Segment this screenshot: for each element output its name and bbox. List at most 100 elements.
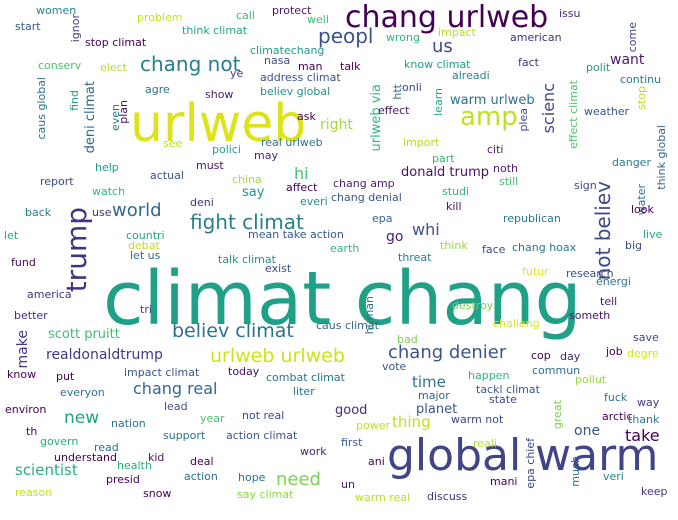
- cloud-word: chang urlweb: [345, 0, 549, 35]
- cloud-word: know: [7, 368, 37, 381]
- cloud-word: effect climat: [567, 80, 580, 149]
- cloud-word: sign: [574, 179, 597, 192]
- cloud-word: scott pruitt: [48, 327, 120, 342]
- cloud-word: understand: [54, 451, 117, 464]
- cloud-word: report: [40, 175, 74, 188]
- cloud-word: chang hoax: [512, 241, 577, 254]
- cloud-word: energi: [596, 275, 631, 288]
- cloud-word: polici: [212, 143, 241, 156]
- cloud-word: ignor: [69, 14, 82, 43]
- cloud-word: time: [412, 373, 446, 391]
- cloud-word: one: [574, 423, 601, 439]
- cloud-word: exist: [265, 262, 292, 275]
- cloud-word: affect: [286, 181, 318, 194]
- cloud-word: nasa: [264, 54, 291, 67]
- cloud-word: urlweb: [130, 94, 307, 154]
- cloud-word: read: [94, 441, 119, 454]
- cloud-word: climat chang: [103, 256, 582, 342]
- cloud-word: republican: [503, 212, 561, 225]
- cloud-word: urlweb via: [369, 84, 384, 152]
- cloud-word: not believ: [591, 181, 615, 281]
- cloud-word: donald trump: [401, 165, 490, 180]
- cloud-word: continu: [620, 73, 662, 86]
- cloud-word: go: [386, 229, 404, 245]
- cloud-word: debat: [128, 239, 160, 252]
- cloud-word: lead: [164, 400, 188, 413]
- cloud-word: may: [254, 149, 278, 162]
- cloud-word: ye: [230, 67, 244, 80]
- cloud-word: caus global: [35, 77, 48, 140]
- cloud-word: govern: [40, 435, 79, 448]
- cloud-word: real urlweb: [261, 136, 323, 149]
- cloud-word: citi: [487, 143, 504, 156]
- cloud-word: think: [440, 239, 468, 252]
- cloud-word: keep: [641, 485, 668, 498]
- cloud-word: countri: [126, 229, 165, 242]
- cloud-word: environ: [5, 403, 47, 416]
- cloud-word: deal: [190, 455, 214, 468]
- cloud-word: ani: [368, 455, 385, 468]
- cloud-word: today: [228, 365, 260, 378]
- cloud-word: issu: [559, 7, 581, 20]
- cloud-word: mean take action: [248, 228, 344, 241]
- cloud-word: epa: [372, 212, 393, 225]
- cloud-word: american: [510, 31, 562, 44]
- cloud-word: cop: [531, 349, 551, 362]
- cloud-word: say climat: [237, 488, 294, 501]
- cloud-word: everyon: [60, 386, 105, 399]
- cloud-word: happen: [468, 369, 510, 382]
- cloud-word: job: [606, 345, 623, 358]
- cloud-word: let us: [130, 249, 161, 262]
- cloud-word: make: [15, 330, 31, 369]
- cloud-word: support: [163, 429, 206, 442]
- cloud-word: presid: [106, 473, 140, 486]
- cloud-word: believ global: [260, 85, 331, 98]
- cloud-word: epa chief: [524, 438, 537, 489]
- cloud-word: nation: [111, 417, 146, 430]
- cloud-word: problem: [137, 11, 183, 24]
- cloud-word: danger: [612, 156, 651, 169]
- cloud-word: impact: [438, 26, 476, 39]
- cloud-word: plea: [517, 108, 530, 132]
- cloud-word: hope: [238, 471, 266, 484]
- cloud-word: chang real: [133, 379, 218, 398]
- cloud-word: thing: [392, 413, 431, 431]
- cloud-word: studi: [442, 185, 470, 198]
- cloud-word: face: [482, 243, 506, 256]
- cloud-word: threat: [398, 251, 432, 264]
- cloud-word: discuss: [427, 490, 468, 503]
- cloud-word: reali: [473, 437, 497, 450]
- cloud-word: think climat: [182, 24, 248, 37]
- cloud-word: chang denier: [388, 342, 507, 363]
- cloud-word: climatechang: [250, 44, 325, 57]
- cloud-word: america: [27, 288, 72, 301]
- cloud-word: world: [112, 200, 162, 221]
- cloud-word: first: [341, 436, 363, 449]
- cloud-word: stop: [635, 86, 648, 110]
- cloud-word: way: [637, 396, 660, 409]
- cloud-word: state: [489, 393, 517, 406]
- cloud-word: big: [625, 239, 643, 252]
- cloud-word: believ climat: [172, 320, 294, 342]
- cloud-word: well: [307, 13, 329, 26]
- cloud-word: plan: [117, 100, 130, 124]
- cloud-word: polit: [586, 61, 611, 74]
- cloud-word: start: [15, 20, 41, 33]
- cloud-word: commun: [532, 364, 581, 377]
- cloud-word: take: [625, 426, 660, 445]
- cloud-word: liter: [293, 385, 315, 398]
- cloud-word: work: [300, 445, 327, 458]
- cloud-word: deni climat: [83, 81, 98, 154]
- cloud-word: warm real: [355, 491, 411, 504]
- cloud-word: stop climat: [85, 36, 147, 49]
- cloud-word: whi: [412, 220, 440, 239]
- cloud-word: address climat: [260, 71, 341, 84]
- cloud-word: warm urlweb: [450, 93, 535, 108]
- cloud-word: actual: [150, 169, 184, 182]
- cloud-word: arctic: [602, 410, 633, 423]
- cloud-word: must: [196, 159, 224, 172]
- cloud-word: watch: [92, 185, 126, 198]
- cloud-word: tackl climat: [476, 383, 540, 396]
- cloud-word: find: [68, 90, 81, 111]
